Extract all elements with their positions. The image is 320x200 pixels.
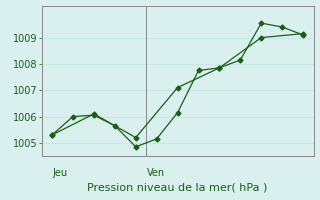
Text: Pression niveau de la mer( hPa ): Pression niveau de la mer( hPa )	[87, 183, 268, 193]
Text: Ven: Ven	[147, 168, 165, 178]
Text: Jeu: Jeu	[52, 168, 67, 178]
